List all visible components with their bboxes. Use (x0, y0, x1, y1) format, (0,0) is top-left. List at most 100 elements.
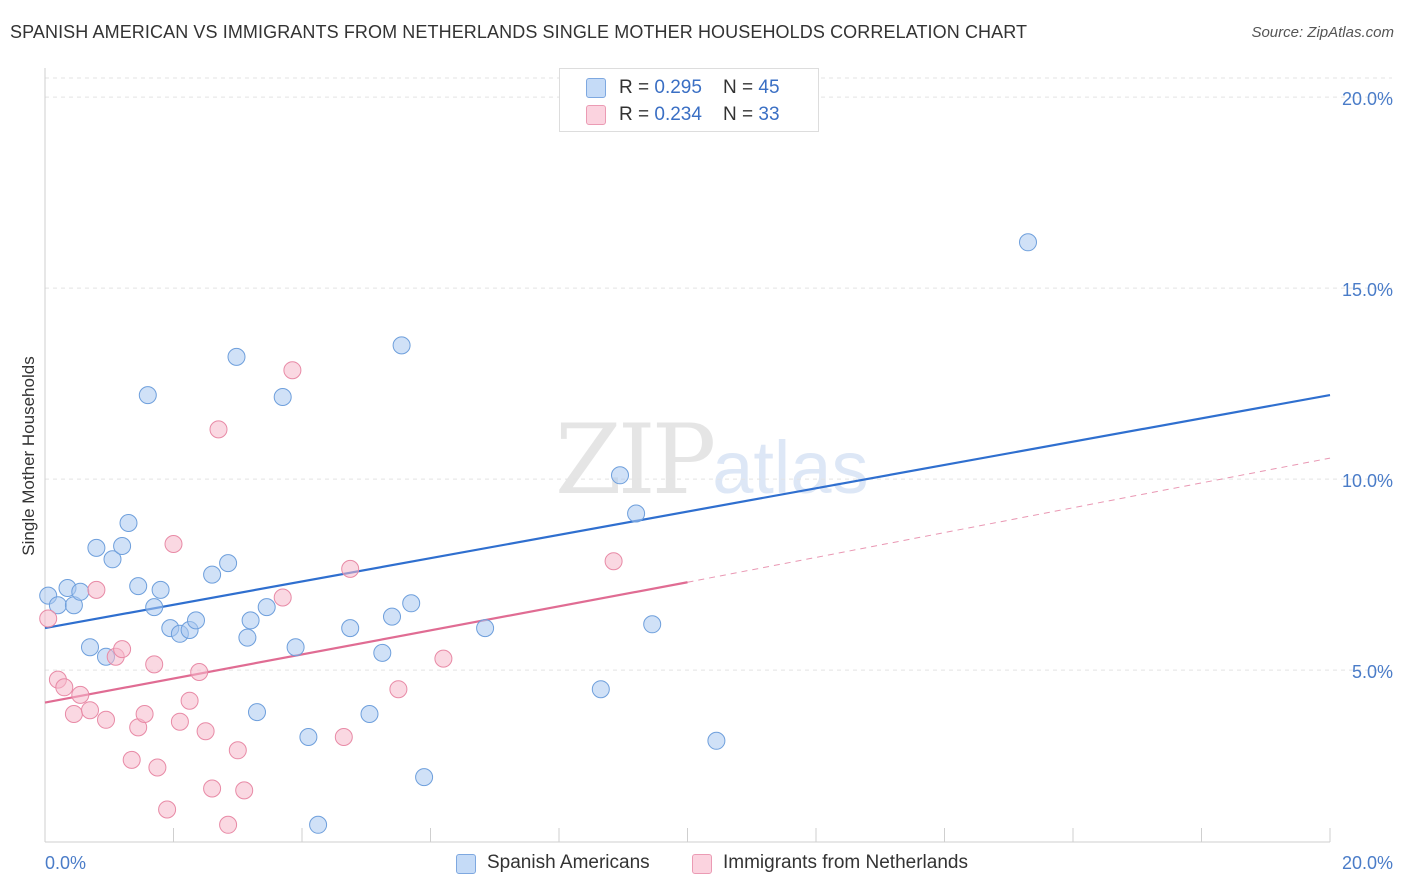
data-point-netherlands (64, 705, 83, 723)
data-point-spanish-americans (383, 607, 401, 626)
data-point-spanish-americans (103, 550, 122, 569)
legend-n-label: N = (723, 77, 759, 98)
trend-line-extension-netherlands (687, 457, 1331, 583)
y-tick-label: 15.0% (1342, 280, 1393, 300)
data-point-netherlands (87, 580, 106, 599)
data-point-spanish-americans (415, 768, 434, 787)
data-point-netherlands (235, 781, 254, 800)
data-point-spanish-americans (707, 731, 726, 750)
data-point-spanish-americans (360, 705, 379, 723)
data-point-netherlands (389, 680, 408, 699)
data-point-netherlands (145, 655, 164, 674)
data-point-spanish-americans (643, 615, 662, 634)
data-point-spanish-americans (611, 466, 629, 485)
grid-lines (45, 77, 1392, 671)
bottom-legend-label: Immigrants from Netherlands (723, 852, 968, 873)
data-point-spanish-americans (299, 728, 318, 746)
data-point-netherlands (97, 710, 115, 729)
data-point-spanish-americans (71, 582, 90, 601)
data-point-netherlands (190, 663, 209, 681)
data-point-spanish-americans (138, 386, 157, 405)
data-point-netherlands (219, 815, 238, 834)
data-point-netherlands (71, 685, 90, 704)
x-tick-label: 20.0% (1342, 853, 1393, 873)
data-point-spanish-americans (145, 598, 164, 617)
trend-line-netherlands (44, 581, 688, 704)
source-label[interactable]: Source: ZipAtlas.com (1251, 24, 1394, 41)
bottom-legend-swatch-pink (692, 854, 712, 874)
data-point-netherlands (228, 741, 247, 760)
data-point-spanish-americans (1019, 233, 1037, 252)
data-point-spanish-americans (227, 347, 246, 366)
data-point-spanish-americans (129, 577, 148, 596)
y-tick-label: 20.0% (1342, 89, 1393, 109)
data-point-spanish-americans (476, 619, 495, 638)
legend-swatch-blue (586, 78, 606, 98)
data-point-netherlands (39, 609, 58, 628)
bottom-legend-swatch-blue (456, 854, 476, 874)
data-point-netherlands (148, 758, 167, 777)
watermark: ZIPatlas (555, 404, 869, 516)
data-point-spanish-americans (219, 554, 238, 573)
data-point-spanish-americans (151, 580, 170, 599)
data-point-spanish-americans (238, 628, 257, 647)
data-point-spanish-americans (341, 619, 360, 638)
data-point-spanish-americans (87, 538, 106, 557)
data-point-netherlands (273, 588, 292, 607)
watermark-atlas: atlas (712, 426, 869, 509)
legend-r-value: 0.234 (654, 104, 702, 125)
y-tick-label: 5.0% (1352, 662, 1393, 682)
data-point-netherlands (434, 649, 453, 668)
tick-labels: 5.0% 10.0% 15.0% 20.0% 0.0% 20.0% (45, 89, 1393, 873)
data-point-netherlands (604, 552, 623, 571)
axes (44, 68, 1331, 843)
data-point-spanish-americans (187, 611, 205, 630)
trend-lines (44, 393, 1331, 704)
data-point-spanish-americans (119, 514, 138, 532)
legend-r-label: R = (619, 77, 655, 98)
correlation-legend: R = 0.295 N = 45 R = 0.234 N = 33 (559, 68, 819, 132)
data-point-spanish-americans (627, 504, 646, 523)
data-point-spanish-americans (402, 594, 421, 613)
chart-title: SPANISH AMERICAN VS IMMIGRANTS FROM NETH… (10, 22, 1028, 42)
data-point-spanish-americans (309, 815, 328, 834)
legend-n-value: 33 (758, 104, 780, 125)
data-point-spanish-americans (591, 680, 610, 699)
data-point-spanish-americans (113, 537, 132, 555)
data-point-netherlands (164, 535, 183, 553)
legend-n-label: N = (723, 104, 759, 125)
data-point-netherlands (341, 559, 360, 578)
data-point-spanish-americans (203, 565, 222, 584)
data-point-netherlands (203, 779, 222, 798)
data-point-spanish-americans (241, 611, 260, 630)
data-point-netherlands (283, 361, 302, 380)
x-tick-label: 0.0% (45, 853, 86, 873)
y-tick-label: 10.0% (1342, 471, 1393, 491)
data-points (39, 107, 1037, 834)
data-point-netherlands (170, 712, 189, 731)
data-point-spanish-americans (392, 336, 411, 355)
data-point-netherlands (180, 691, 199, 710)
legend-swatch-pink (586, 105, 606, 125)
data-point-netherlands (55, 678, 74, 697)
legend-n-value: 45 (758, 77, 780, 98)
data-point-netherlands (334, 728, 353, 746)
data-point-netherlands (81, 701, 99, 720)
data-point-netherlands (122, 750, 141, 769)
data-point-spanish-americans (248, 703, 266, 722)
bottom-legend-label: Spanish Americans (487, 852, 650, 873)
data-point-spanish-americans (286, 638, 305, 657)
legend-r-label: R = (619, 104, 655, 125)
data-point-netherlands (135, 705, 154, 723)
data-point-netherlands (209, 420, 228, 439)
data-point-spanish-americans (81, 638, 99, 657)
data-point-spanish-americans (373, 643, 392, 662)
watermark-zip: ZIP (555, 404, 716, 516)
data-point-netherlands (196, 722, 215, 741)
data-point-netherlands (158, 800, 177, 819)
data-point-spanish-americans (273, 388, 292, 406)
legend-r-value: 0.295 (654, 77, 702, 98)
data-point-spanish-americans (257, 598, 276, 617)
trend-line-spanish-americans (44, 393, 1331, 630)
